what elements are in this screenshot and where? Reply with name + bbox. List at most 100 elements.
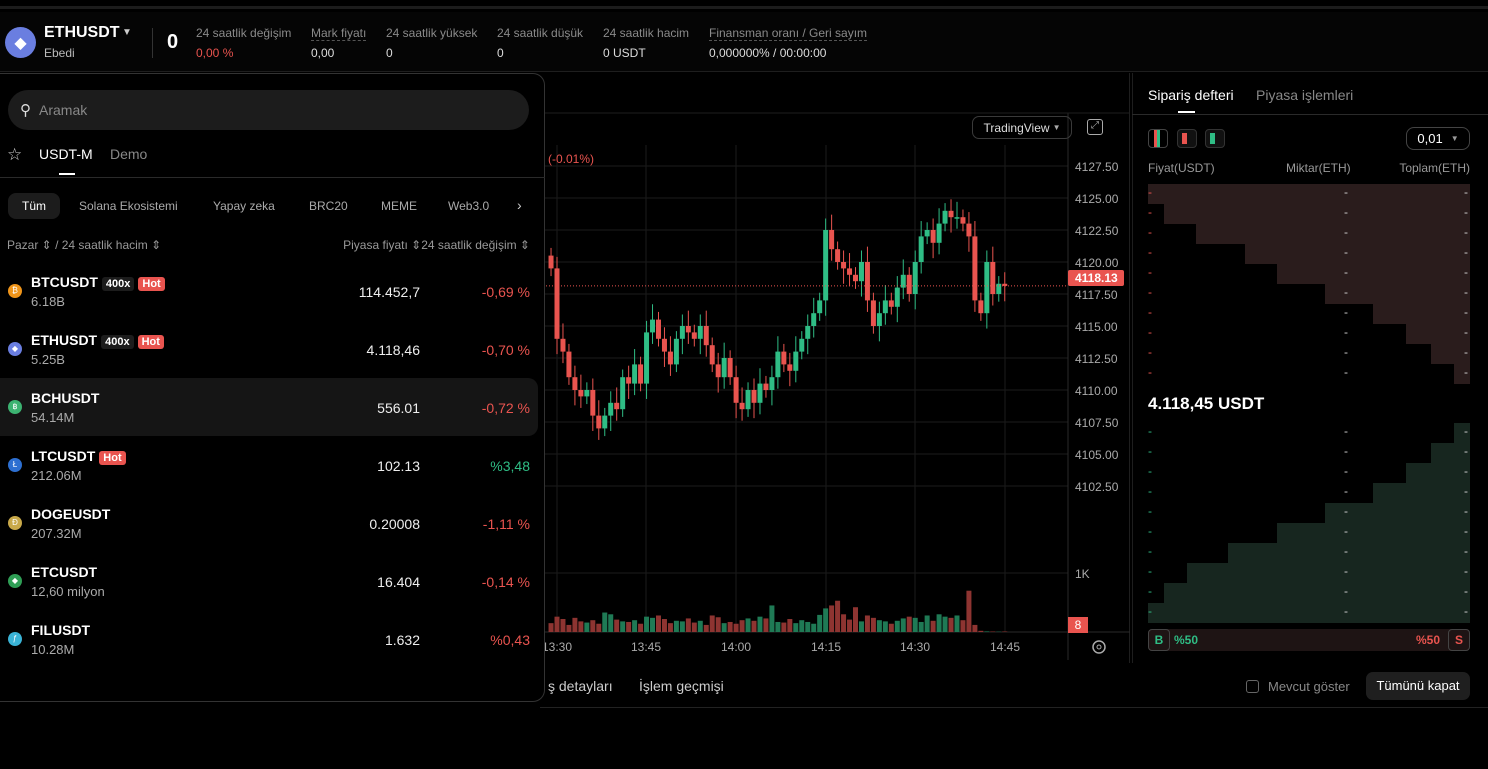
candle-body	[673, 338, 679, 365]
market-row[interactable]: ◆ ETCUSDT 12,60 milyon 16.404 -0,14 %	[0, 552, 538, 610]
category-tab[interactable]: Web3.0	[448, 199, 490, 213]
bid-amount: -	[1344, 484, 1348, 498]
category-tab[interactable]: Tüm	[8, 193, 60, 219]
ask-total: -	[1464, 265, 1468, 279]
settings-icon[interactable]	[1092, 640, 1106, 654]
ask-price[interactable]: -	[1148, 185, 1152, 199]
bids-view-icon[interactable]	[1205, 129, 1225, 148]
bid-price[interactable]: -	[1148, 604, 1152, 618]
ask-depth-bar	[1325, 284, 1470, 304]
bid-total: -	[1464, 564, 1468, 578]
market-price: 1.632	[384, 632, 420, 648]
bid-price[interactable]: -	[1148, 484, 1152, 498]
chevron-down-icon: ▼	[1052, 123, 1061, 132]
candle-body	[829, 230, 835, 250]
bid-price[interactable]: -	[1148, 584, 1152, 598]
candle-body	[703, 326, 709, 346]
close-all-button[interactable]: Tümünü kapat	[1366, 672, 1470, 700]
market-name-wrap: BCHUSDT	[31, 390, 99, 406]
ask-price[interactable]: -	[1148, 345, 1152, 359]
col-market-volume[interactable]: Pazar ⇕ / 24 saatlik hacim ⇕	[7, 238, 162, 252]
ask-price[interactable]: -	[1148, 225, 1152, 239]
volume-bar	[882, 621, 888, 632]
tab-position-details[interactable]: ş detayları	[548, 678, 613, 694]
category-tab[interactable]: MEME	[381, 199, 417, 213]
ask-price[interactable]: -	[1148, 205, 1152, 219]
bid-depth-bar	[1325, 503, 1470, 523]
show-current-checkbox[interactable]	[1246, 680, 1259, 693]
tradingview-dropdown[interactable]: TradingView ▼	[972, 116, 1072, 139]
candle-body	[990, 262, 996, 294]
volume-bar	[548, 623, 554, 632]
ask-price[interactable]: -	[1148, 305, 1152, 319]
candle-body	[1002, 283, 1008, 286]
bid-price[interactable]: -	[1148, 424, 1152, 438]
symbol-selector[interactable]: ETHUSDT	[44, 24, 120, 41]
candle-body	[548, 255, 554, 269]
tab-usdt-m[interactable]: USDT-M	[39, 146, 93, 162]
leverage-badge: 400x	[101, 335, 134, 349]
bid-amount: -	[1344, 604, 1348, 618]
volume-bar	[626, 621, 632, 632]
market-row[interactable]: ◆ ETHUSDT 400x Hot 5.25B 4.118,46 -0,70 %	[0, 320, 538, 378]
chevron-down-icon[interactable]: ▼	[122, 27, 132, 38]
market-row[interactable]: Ł LTCUSDT Hot 212.06M 102.13 %3,48	[0, 436, 538, 494]
stat-1: Mark fiyatı 0,00	[311, 26, 367, 60]
market-price: 4.118,46	[366, 342, 420, 358]
divider	[0, 177, 545, 178]
volume-bar	[560, 619, 566, 632]
category-tab[interactable]: Solana Ekosistemi	[79, 199, 178, 213]
candle-body	[685, 326, 691, 333]
ask-price[interactable]: -	[1148, 285, 1152, 299]
ask-price[interactable]: -	[1148, 365, 1152, 379]
market-row[interactable]: ₿ BTCUSDT 400x Hot 6.18B 114.452,7 -0,69 %	[0, 262, 538, 320]
volume-bar	[584, 622, 590, 632]
candle-body	[924, 230, 930, 237]
bid-price[interactable]: -	[1148, 444, 1152, 458]
time-tick: 14:00	[721, 640, 751, 654]
col-price-change[interactable]: Piyasa fiyatı ⇕24 saatlik değişim ⇕	[343, 238, 530, 252]
candlestick-chart[interactable]: 4127.50 4125.00 4122.50 4120.00 4117.50 4115.…	[0, 0, 1130, 665]
candle-body	[966, 223, 972, 237]
category-tab[interactable]: Yapay zeka	[213, 199, 275, 213]
precision-select[interactable]: 0,01 ▼	[1406, 127, 1470, 150]
candle-body	[984, 262, 990, 314]
asks-view-icon[interactable]	[1177, 129, 1197, 148]
tab-order-book[interactable]: Sipariş defteri	[1148, 87, 1234, 103]
candle-body	[781, 351, 787, 365]
ticker-header	[0, 12, 1488, 72]
ask-price[interactable]: -	[1148, 265, 1152, 279]
chevron-right-icon[interactable]: ›	[517, 197, 522, 213]
ask-price[interactable]: -	[1148, 325, 1152, 339]
tab-demo[interactable]: Demo	[110, 146, 148, 162]
price-tick: 4122.50	[1075, 224, 1119, 238]
category-tab[interactable]: BRC20	[309, 199, 348, 213]
candle-body	[757, 383, 763, 403]
volume-bar	[924, 615, 930, 632]
search-input[interactable]: ⚲ Aramak	[8, 90, 529, 130]
stat-label: 24 saatlik düşük	[497, 26, 584, 40]
bid-price[interactable]: -	[1148, 564, 1152, 578]
ask-price[interactable]: -	[1148, 245, 1152, 259]
bid-price[interactable]: -	[1148, 504, 1152, 518]
bid-price[interactable]: -	[1148, 524, 1152, 538]
market-row[interactable]: Ð DOGEUSDT 207.32M 0.20008 -1,11 %	[0, 494, 538, 552]
favorites-star-icon[interactable]: ☆	[7, 145, 23, 164]
tab-market-trades[interactable]: Piyasa işlemleri	[1256, 87, 1354, 103]
fullscreen-icon[interactable]: ⤢	[1087, 119, 1103, 135]
volume-tag	[1068, 617, 1088, 633]
time-tick: 13:30	[542, 640, 572, 654]
bid-total: -	[1464, 484, 1468, 498]
tab-trade-history[interactable]: İşlem geçmişi	[639, 678, 724, 694]
market-row[interactable]: ƒ FILUSDT 10.28M 1.632 %0,43	[0, 610, 538, 668]
volume-bar	[638, 623, 644, 632]
bid-price[interactable]: -	[1148, 464, 1152, 478]
volume-bar	[858, 621, 864, 632]
both-sides-view-icon[interactable]	[1148, 129, 1168, 148]
volume-bar	[673, 620, 679, 632]
candle-body	[918, 236, 924, 262]
market-row[interactable]: ฿ BCHUSDT 54.14M 556.01 -0,72 %	[0, 378, 538, 436]
bid-price[interactable]: -	[1148, 544, 1152, 558]
market-name-wrap: ETHUSDT 400x Hot	[31, 332, 164, 349]
volume-bar	[972, 624, 978, 632]
